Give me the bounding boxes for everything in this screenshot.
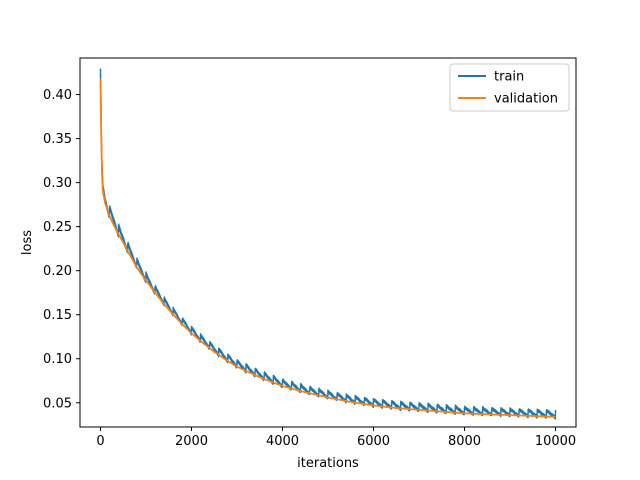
y-tick-label: 0.40 [43,88,72,103]
y-axis-ticks: 0.05 0.10 0.15 0.20 0.25 0.30 0.35 0.40 [43,88,80,411]
axes-frame [79,57,577,428]
series-line-validation [99,78,556,418]
plot-content [99,68,557,420]
y-tick-label: 0.05 [43,396,72,411]
x-tick-label: 6000 [357,434,390,449]
y-axis-label: loss [20,230,35,255]
legend-label-validation: validation [494,92,558,107]
y-tick-label: 0.15 [43,308,72,323]
x-tick-label: 8000 [448,434,481,449]
x-tick-label: 0 [96,434,104,449]
series-group [99,68,557,420]
legend: train validation [449,63,570,112]
y-tick-label: 0.35 [43,132,72,147]
y-tick-label: 0.30 [43,176,72,191]
series-line-train [99,68,557,420]
x-axis-label: iterations [297,456,359,471]
legend-label-train: train [494,70,524,85]
y-tick-label: 0.25 [43,220,72,235]
x-tick-label: 10000 [535,434,576,449]
y-tick-label: 0.10 [43,352,72,367]
y-tick-label: 0.20 [43,264,72,279]
x-tick-label: 2000 [175,434,208,449]
x-tick-label: 4000 [266,434,299,449]
axes-border [79,57,577,428]
x-axis-ticks: 0 2000 4000 6000 8000 10000 [96,427,576,449]
